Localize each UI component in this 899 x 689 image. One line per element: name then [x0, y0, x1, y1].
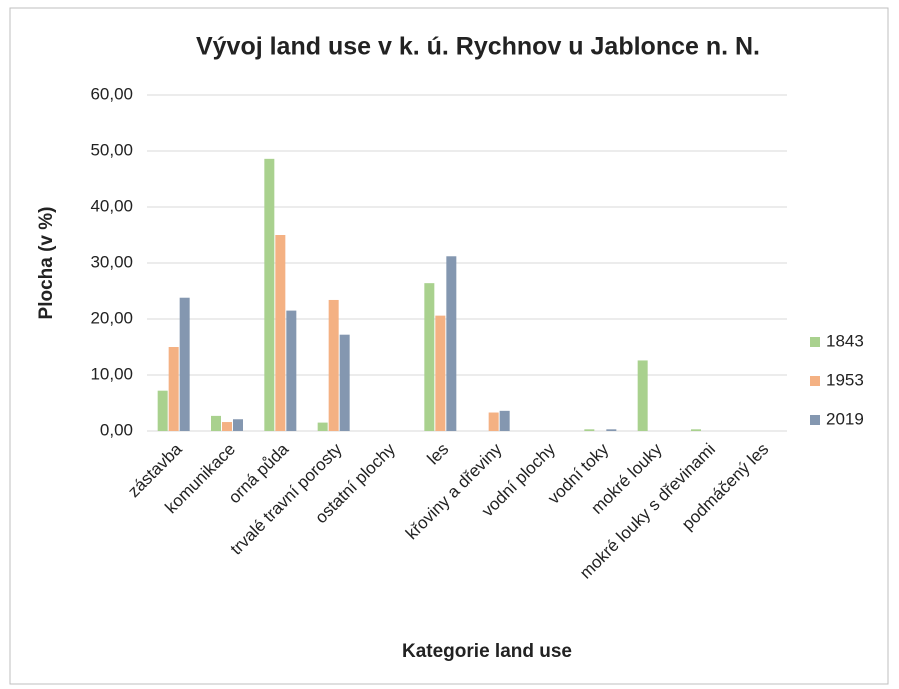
- bar: [222, 422, 232, 431]
- legend-label: 1953: [826, 370, 864, 389]
- chart-title: Vývoj land use v k. ú. Rychnov u Jablonc…: [196, 33, 760, 61]
- bar: [168, 347, 179, 431]
- bar: [584, 429, 595, 431]
- bar: [328, 299, 339, 431]
- y-tick-label: 20,00: [90, 308, 133, 327]
- legend-swatch: [810, 376, 820, 386]
- bar: [211, 415, 221, 431]
- y-tick-label: 0,00: [100, 420, 133, 439]
- bar: [275, 235, 286, 431]
- legend-label: 2019: [826, 409, 864, 428]
- bar: [264, 158, 275, 431]
- bar: [488, 412, 499, 431]
- bar: [435, 315, 446, 431]
- y-tick-label: 30,00: [90, 252, 133, 271]
- y-tick-label: 50,00: [90, 140, 133, 159]
- y-tick-label: 10,00: [90, 364, 133, 383]
- bar: [424, 283, 435, 431]
- legend-label: 1843: [826, 331, 864, 350]
- legend-swatch: [810, 337, 820, 347]
- bar: [499, 410, 510, 431]
- bar: [157, 390, 168, 431]
- bar: [637, 360, 648, 431]
- legend-swatch: [810, 415, 820, 425]
- y-axis-label: Plocha (v %): [36, 207, 57, 320]
- y-tick-label: 40,00: [90, 196, 133, 215]
- bar: [339, 334, 350, 431]
- bar: [691, 429, 701, 431]
- x-axis-label: Kategorie land use: [402, 641, 572, 662]
- y-tick-label: 60,00: [90, 84, 133, 103]
- bar: [606, 429, 617, 431]
- bar: [317, 422, 328, 431]
- bar: [286, 310, 297, 431]
- bar: [446, 256, 457, 431]
- bar: [233, 419, 243, 431]
- bar: [179, 297, 190, 431]
